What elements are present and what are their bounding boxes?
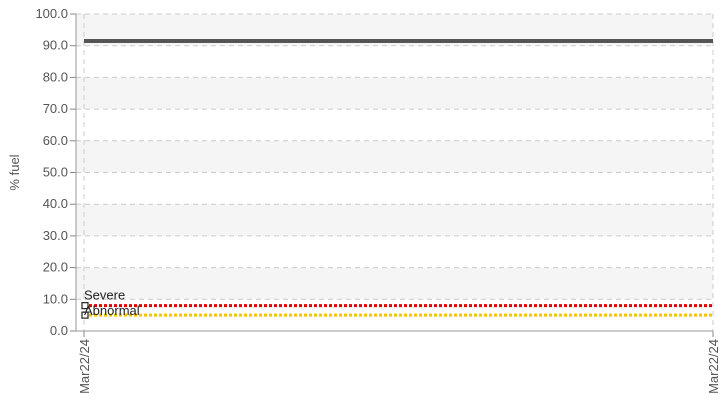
threshold-label-abnormal: Abnormal [84, 303, 140, 318]
gridlines [76, 13, 714, 331]
y-tick-labels: 0.0 10.0 20.0 30.0 40.0 50.0 60.0 70.0 80.0 90.0 1… [35, 6, 68, 338]
y-tick-label: 40.0 [43, 196, 68, 211]
axes [70, 13, 714, 337]
y-tick-label: 70.0 [43, 101, 68, 116]
x-tick-label: Mar22/24 [706, 339, 721, 394]
y-tick-label: 30.0 [43, 228, 68, 243]
plot-band [76, 267, 713, 300]
y-tick-label: 60.0 [43, 133, 68, 148]
y-tick-label: 50.0 [43, 165, 68, 180]
y-tick-label: 90.0 [43, 38, 68, 53]
threshold-marker-severe [81, 302, 89, 310]
x-tick-label: Mar22/24 [77, 339, 92, 394]
y-tick-label: 10.0 [43, 291, 68, 306]
x-tick-labels: Mar22/24 Mar22/24 [77, 339, 721, 394]
threshold-marker-abnormal [81, 311, 89, 319]
threshold-label-severe: Severe [84, 288, 125, 303]
plot-band [76, 204, 713, 236]
plot-band [76, 77, 713, 110]
y-tick-label: 100.0 [35, 6, 68, 21]
y-tick-label: 20.0 [43, 260, 68, 275]
plot-band [76, 140, 713, 173]
plot-bands [76, 14, 713, 300]
y-tick-label: 0.0 [50, 323, 68, 338]
y-tick-label: 80.0 [43, 69, 68, 84]
y-axis-title: % fuel [7, 154, 22, 190]
